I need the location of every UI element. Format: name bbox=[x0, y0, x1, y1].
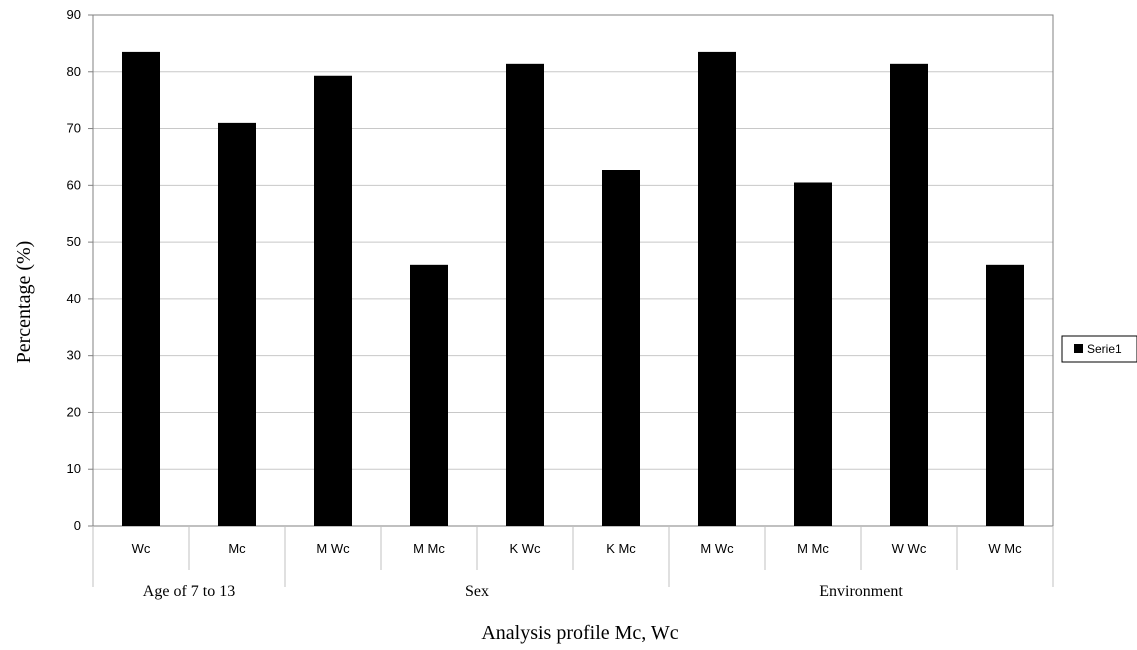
group-label: Sex bbox=[465, 583, 489, 600]
legend-label: Serie1 bbox=[1087, 342, 1122, 356]
y-axis-ticks: 0 10 20 30 40 50 60 70 80 90 bbox=[67, 7, 93, 533]
bar bbox=[890, 63, 928, 526]
y-tick-label: 20 bbox=[67, 404, 81, 419]
x-tick-label: M Mc bbox=[797, 541, 829, 556]
bar bbox=[410, 264, 448, 526]
bar bbox=[218, 122, 256, 526]
y-tick-label: 0 bbox=[74, 518, 81, 533]
y-tick-label: 40 bbox=[67, 291, 81, 306]
y-tick-label: 80 bbox=[67, 64, 81, 79]
y-tick-label: 60 bbox=[67, 177, 81, 192]
x-tick-label: W Mc bbox=[988, 541, 1022, 556]
y-tick-label: 70 bbox=[67, 121, 81, 136]
x-tick-label: Wc bbox=[132, 541, 151, 556]
x-tick-label: M Mc bbox=[413, 541, 445, 556]
bar bbox=[698, 51, 736, 527]
y-tick-label: 30 bbox=[67, 348, 81, 363]
bar bbox=[986, 264, 1024, 526]
bars bbox=[122, 51, 1024, 527]
bar bbox=[794, 182, 832, 526]
x-tick-label: W Wc bbox=[892, 541, 927, 556]
x-tick-label: M Wc bbox=[700, 541, 734, 556]
bar bbox=[506, 63, 544, 526]
y-axis-title: Percentage (%) bbox=[13, 241, 35, 364]
category-groups: Age of 7 to 13 Sex Environment bbox=[92, 570, 1054, 600]
bar bbox=[122, 51, 160, 527]
x-tick-label: M Wc bbox=[316, 541, 350, 556]
bar bbox=[602, 170, 640, 526]
x-axis-title: Analysis profile Mc, Wc bbox=[481, 622, 678, 644]
group-label: Age of 7 to 13 bbox=[143, 583, 235, 600]
y-tick-label: 50 bbox=[67, 234, 81, 249]
y-tick-label: 10 bbox=[67, 461, 81, 476]
group-label: Environment bbox=[819, 583, 903, 600]
y-tick-label: 90 bbox=[67, 7, 81, 22]
legend-swatch bbox=[1074, 344, 1083, 353]
x-tick-label: K Mc bbox=[606, 541, 636, 556]
x-axis: Wc Mc M Wc M Mc K Wc K Mc M Wc M Mc W Wc W Mc bbox=[92, 526, 1054, 570]
x-tick-label: K Wc bbox=[509, 541, 541, 556]
bar bbox=[314, 75, 352, 526]
legend: Serie1 bbox=[1061, 335, 1137, 363]
x-tick-label: Mc bbox=[228, 541, 246, 556]
